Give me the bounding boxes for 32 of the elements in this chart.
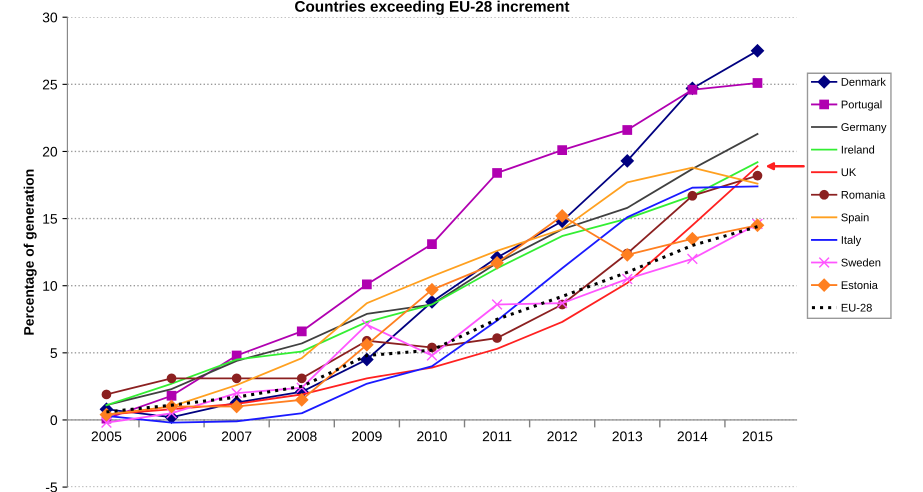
legend-label: EU-28 bbox=[842, 304, 872, 312]
x-tick-label: 2010 bbox=[417, 431, 447, 442]
y-tick-label: 15 bbox=[43, 214, 58, 224]
x-tick-label: 2014 bbox=[678, 431, 708, 442]
x-tick-label: 2007 bbox=[222, 431, 252, 442]
x-tick-label: 2009 bbox=[352, 431, 382, 442]
legend-label: Germany bbox=[841, 123, 886, 134]
legend-label: Italy bbox=[842, 236, 862, 246]
x-tick-label: 2008 bbox=[287, 431, 317, 442]
y-tick-label: 5 bbox=[50, 348, 58, 358]
y-tick-label: 20 bbox=[42, 146, 58, 157]
x-tick-label: 2013 bbox=[612, 431, 642, 442]
legend-label: Sweden bbox=[841, 258, 880, 266]
y-tick-label: 0 bbox=[50, 415, 58, 426]
x-tick-label: 2005 bbox=[92, 431, 122, 442]
chart-title: Countries exceeding EU-28 increment bbox=[295, 0, 570, 15]
legend-label: UK bbox=[842, 168, 856, 176]
x-tick-label: 2012 bbox=[547, 431, 577, 442]
legend-label: Estonia bbox=[842, 280, 878, 290]
y-axis-title: Percentage of generation bbox=[24, 170, 37, 335]
x-tick-label: 2015 bbox=[742, 431, 772, 442]
y-tick-label: 10 bbox=[43, 281, 58, 291]
legend-label: Spain bbox=[841, 213, 869, 224]
y-tick-label: 25 bbox=[42, 80, 58, 90]
y-tick-label: 30 bbox=[42, 12, 58, 22]
legend-label: Denmark bbox=[842, 78, 886, 86]
legend-label: Romania bbox=[842, 190, 886, 199]
x-tick-label: 2006 bbox=[156, 431, 186, 442]
y-tick-label: -5 bbox=[46, 482, 58, 492]
legend-label: Portugal bbox=[842, 100, 882, 111]
legend-label: Ireland bbox=[842, 145, 874, 154]
x-tick-label: 2011 bbox=[482, 431, 512, 442]
